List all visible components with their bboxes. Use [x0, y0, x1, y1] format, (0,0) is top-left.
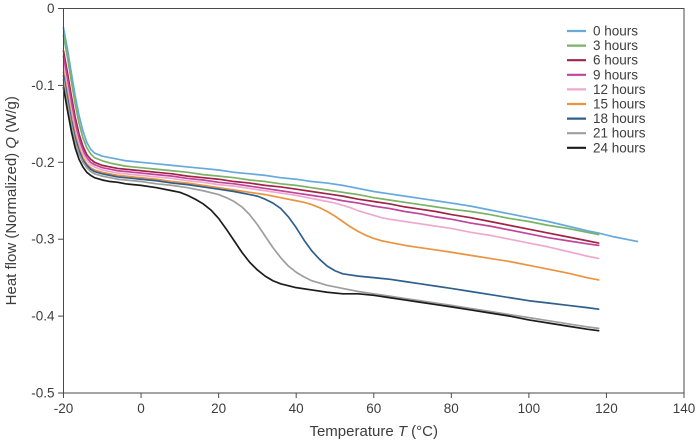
y-tick-label: -0.2 — [31, 155, 54, 170]
legend-label-3-hours: 3 hours — [593, 38, 638, 53]
x-tick-label: 100 — [518, 401, 541, 416]
series-line-3-hours — [62, 34, 600, 236]
legend-label-18-hours: 18 hours — [593, 111, 646, 126]
y-tick-label: -0.5 — [31, 386, 54, 401]
legend-label-21-hours: 21 hours — [593, 126, 646, 141]
series-line-24-hours — [62, 86, 600, 332]
y-tick-label: 0 — [47, 1, 55, 16]
x-tick-label: 120 — [595, 401, 618, 416]
series-line-12-hours — [62, 65, 600, 260]
legend-label-6-hours: 6 hours — [593, 53, 638, 68]
legend-label-0-hours: 0 hours — [593, 24, 638, 39]
series-line-0-hours — [62, 26, 639, 243]
legend-label-12-hours: 12 hours — [593, 82, 646, 97]
series-line-15-hours — [62, 71, 600, 281]
x-tick-label: -20 — [54, 401, 74, 416]
y-tick-label: -0.3 — [31, 232, 54, 247]
x-tick-label: 80 — [444, 401, 459, 416]
legend-label-9-hours: 9 hours — [593, 67, 638, 82]
y-axis-title: Heat flow (Normalized) Q (W/g) — [3, 96, 20, 305]
x-tick-label: 140 — [673, 401, 696, 416]
x-tick-label: 0 — [137, 401, 145, 416]
legend-label-15-hours: 15 hours — [593, 97, 646, 112]
series-line-21-hours — [62, 79, 600, 330]
legend-label-24-hours: 24 hours — [593, 140, 646, 155]
y-tick-label: -0.4 — [31, 309, 55, 324]
y-tick-label: -0.1 — [31, 78, 54, 93]
series-line-18-hours — [62, 74, 600, 311]
series-line-9-hours — [62, 55, 600, 247]
series-line-6-hours — [62, 49, 600, 244]
x-axis-title: Temperature T (°C) — [309, 423, 438, 440]
x-tick-label: 40 — [289, 401, 304, 416]
x-tick-label: 20 — [211, 401, 226, 416]
x-tick-label: 60 — [366, 401, 381, 416]
